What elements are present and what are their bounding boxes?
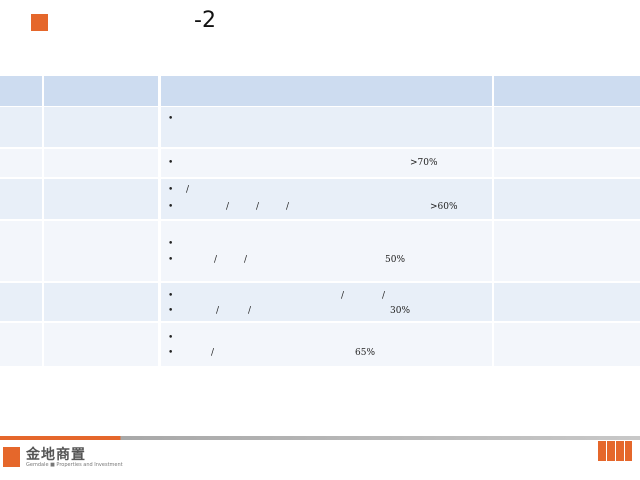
table-cell: [494, 107, 640, 147]
table-cell: [494, 179, 640, 219]
table-cell: [44, 149, 158, 177]
header-cell: [494, 76, 640, 106]
table-cell: [0, 107, 42, 147]
footer-rule: [0, 436, 640, 440]
table-cell: [0, 149, 42, 177]
table-cell: [161, 283, 492, 321]
header-cell: [44, 76, 158, 106]
bullet: •: [168, 239, 174, 249]
table-cell: [161, 221, 492, 281]
cell-text: /: [216, 306, 220, 316]
header-cell: [161, 76, 492, 106]
cell-text: /: [186, 185, 190, 195]
slide-title: -2: [194, 8, 216, 33]
bullet: •: [168, 291, 174, 301]
brand-tagline: Gemdale ■ Properties and Investment: [26, 462, 123, 468]
bullet: •: [168, 306, 174, 316]
brand-name: 金地商置: [26, 447, 86, 463]
cell-text: >60%: [430, 202, 458, 212]
cell-text: /: [214, 255, 218, 265]
bullet: •: [168, 202, 174, 212]
table-cell: [494, 149, 640, 177]
table-cell: [0, 179, 42, 219]
table-cell: [44, 179, 158, 219]
bullet: •: [168, 114, 174, 124]
cell-text: 65%: [355, 348, 376, 358]
table-cell: [44, 221, 158, 281]
cell-text: /: [211, 348, 215, 358]
partner-logo: [598, 441, 632, 461]
table-cell: [44, 107, 158, 147]
cell-text: /: [286, 202, 290, 212]
header-cell: [0, 76, 42, 106]
bullet: •: [168, 348, 174, 358]
table-cell: [44, 283, 158, 321]
table-cell: [161, 107, 492, 147]
bullet: •: [168, 158, 174, 168]
cell-text: /: [226, 202, 230, 212]
title-marker: [31, 14, 48, 31]
cell-text: >70%: [410, 158, 438, 168]
table-cell: [44, 323, 158, 366]
table-cell: [494, 283, 640, 321]
cell-text: /: [244, 255, 248, 265]
bullet: •: [168, 255, 174, 265]
table-cell: [161, 149, 492, 177]
cell-text: 30%: [390, 306, 411, 316]
cell-text: /: [256, 202, 260, 212]
table-cell: [161, 323, 492, 366]
table-cell: [161, 179, 492, 219]
table-cell: [0, 323, 42, 366]
bullet: •: [168, 333, 174, 343]
bullet: •: [168, 185, 174, 195]
brand-logo: [3, 447, 20, 467]
table-cell: [0, 283, 42, 321]
cell-text: /: [248, 306, 252, 316]
cell-text: /: [382, 291, 386, 301]
cell-text: /: [341, 291, 345, 301]
table-cell: [494, 221, 640, 281]
cell-text: 50%: [385, 255, 406, 265]
table-cell: [0, 221, 42, 281]
table-cell: [494, 323, 640, 366]
